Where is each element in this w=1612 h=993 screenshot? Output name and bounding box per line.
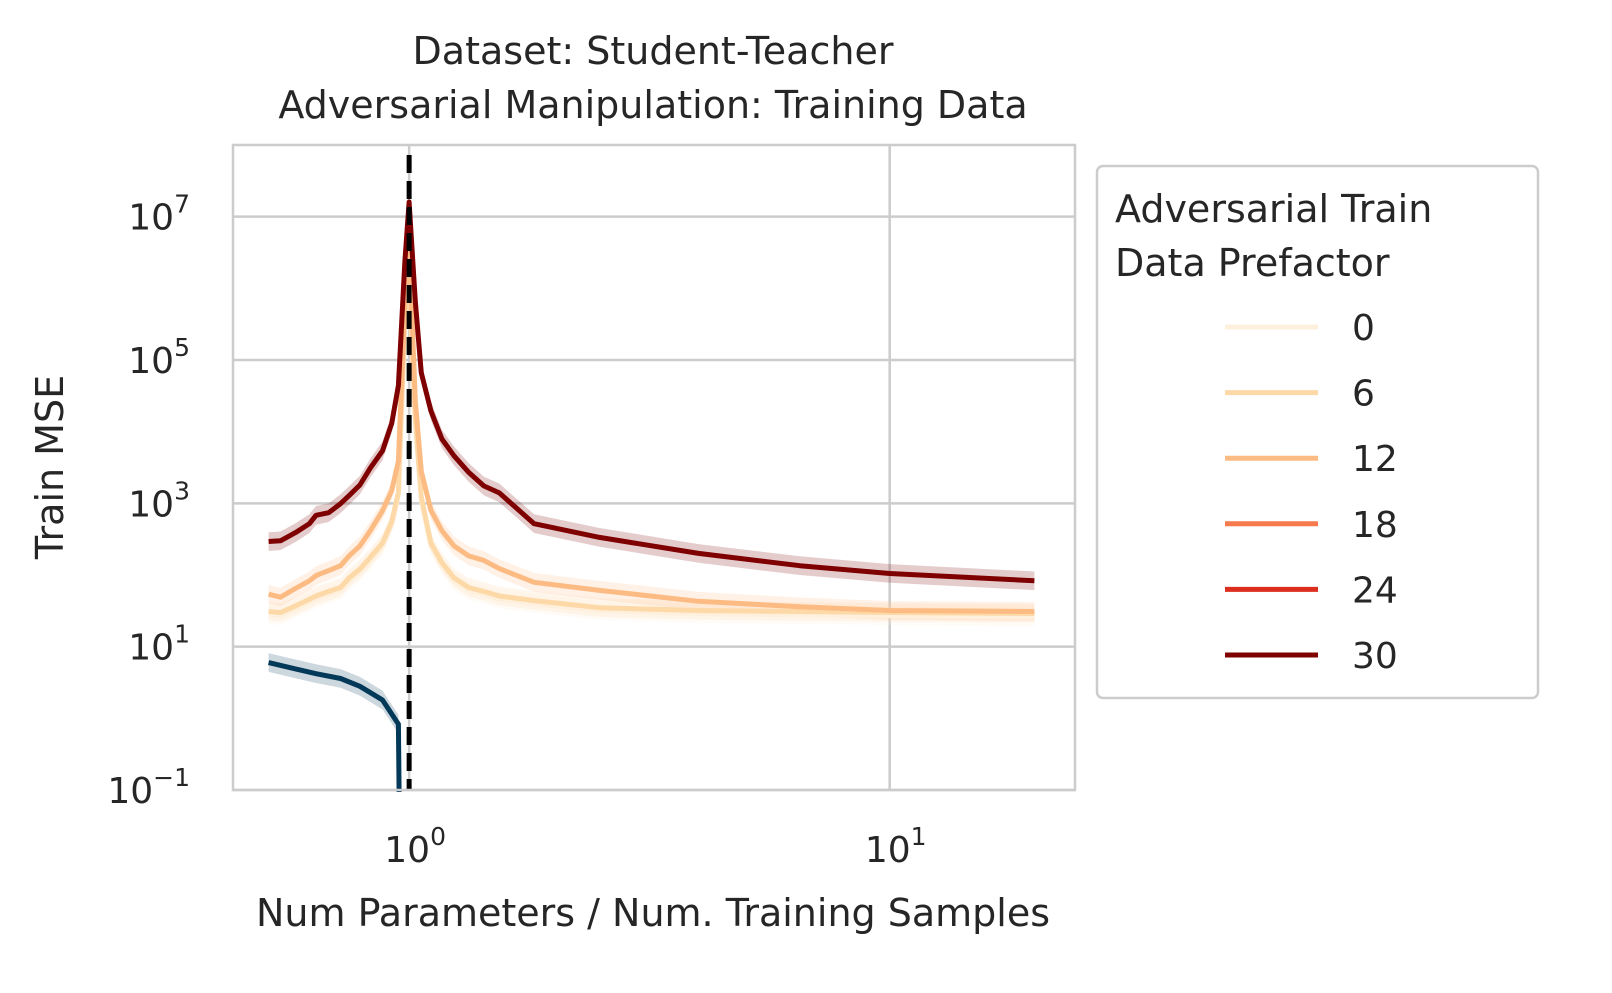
y-tick-exponent: 7 — [174, 190, 190, 219]
legend-label-30: 30 — [1352, 636, 1398, 677]
legend-label-18: 18 — [1352, 505, 1398, 546]
legend-label-12: 12 — [1352, 439, 1398, 480]
y-tick-label: 10−1 — [107, 763, 190, 812]
legend-title-line-1: Adversarial Train — [1115, 187, 1432, 231]
series-0-band — [268, 272, 1035, 627]
chart-title-line-2: Adversarial Manipulation: Training Data — [278, 83, 1027, 127]
baseline-series-line — [268, 660, 402, 793]
series-lines — [267, 199, 1035, 793]
legend-box — [1095, 164, 1540, 700]
legend-label-0: 0 — [1352, 308, 1375, 349]
x-tick-label: 100 — [384, 822, 446, 871]
x-tick-exponent: 1 — [911, 822, 927, 851]
y-tick-label: 101 — [128, 620, 190, 669]
series-12-band — [268, 232, 1035, 621]
y-tick-exponent: 1 — [174, 620, 190, 649]
x-tick-label: 101 — [865, 822, 927, 871]
legend-label-24: 24 — [1352, 570, 1398, 611]
legend-label-6: 6 — [1352, 374, 1375, 415]
legend-title-line-2: Data Prefactor — [1115, 241, 1390, 285]
y-tick-exponent: 3 — [174, 476, 190, 505]
y-tick-exponent: −1 — [153, 763, 190, 792]
y-tick-label: 103 — [128, 476, 190, 525]
chart-title-line-1: Dataset: Student-Teacher — [413, 29, 894, 73]
y-tick-label: 107 — [128, 190, 190, 239]
y-tick-exponent: 5 — [174, 333, 190, 362]
baseline-series-band — [268, 653, 400, 792]
y-tick-label: 105 — [128, 333, 190, 382]
series-12-line — [267, 239, 1035, 614]
series-30-line — [268, 199, 1035, 584]
plot-frame — [231, 143, 1077, 792]
x-axis-label: Num Parameters / Num. Training Samples — [256, 891, 1050, 935]
x-tick-exponent: 0 — [430, 822, 446, 851]
y-axis-label: Train MSE — [28, 375, 72, 560]
legend: Adversarial Train Data Prefactor 0 6 12 18 2… — [1095, 164, 1540, 700]
series-30-band — [268, 192, 1035, 591]
